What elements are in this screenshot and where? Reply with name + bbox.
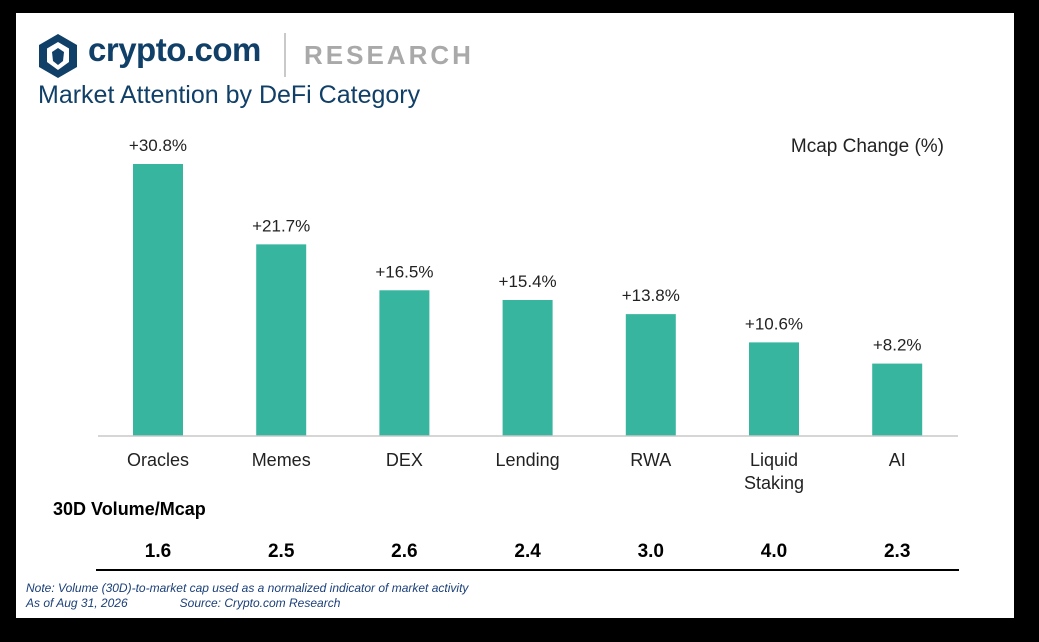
data-label: +30.8% [129, 136, 187, 155]
data-label: +16.5% [375, 262, 433, 281]
bar [872, 363, 923, 436]
footnote-source: Source: Crypto.com Research [179, 596, 341, 610]
header-divider [284, 33, 286, 77]
volume-value: 3.0 [637, 541, 664, 562]
bar-chart: +30.8% Oracles +21.7% Memes +16.5% DEX +15.4% L… [98, 136, 958, 493]
category-label: AI [889, 450, 906, 470]
bar [502, 300, 553, 436]
category-label: Memes [252, 450, 311, 470]
volume-table-row: 1.6 2.5 2.6 2.4 3.0 4.0 2.3 [96, 537, 959, 571]
section-label: RESEARCH [304, 40, 474, 70]
bar [133, 164, 183, 436]
footnote-as-of: As of Aug 31, 2026 [26, 596, 128, 610]
series-label: Mcap Change (%) [790, 136, 944, 157]
crypto-com-lion-shield-icon [39, 34, 77, 78]
category-label: DEX [386, 450, 423, 470]
data-label: +8.2% [873, 336, 922, 355]
data-label: +21.7% [252, 216, 310, 235]
brand-name: crypto.com [88, 31, 261, 68]
volume-value: 1.6 [144, 541, 172, 562]
bar [256, 244, 307, 436]
report-card: crypto.com RESEARCH Market Attention by … [16, 13, 1014, 618]
page-title: Market Attention by DeFi Category [38, 81, 421, 109]
category-label: RWA [630, 450, 671, 470]
volume-value: 2.4 [514, 541, 541, 562]
footnote-note: Note: Volume (30D)-to-market cap used as… [26, 581, 469, 595]
volume-value: 2.3 [883, 541, 911, 562]
category-label: Lending [496, 450, 560, 470]
volume-value: 4.0 [760, 541, 788, 562]
bar [625, 314, 676, 436]
footnote: Note: Volume (30D)-to-market cap used as… [26, 581, 468, 611]
bar [379, 290, 430, 436]
data-label: +10.6% [745, 314, 803, 333]
volume-value: 2.5 [267, 541, 295, 562]
data-label: +15.4% [499, 272, 557, 291]
volume-table-title: 30D Volume/Mcap [53, 499, 206, 519]
category-label: Liquid Staking [744, 450, 804, 493]
volume-value: 2.6 [391, 541, 418, 562]
bar [749, 342, 799, 436]
data-label: +13.8% [622, 286, 680, 305]
category-label: Oracles [127, 450, 189, 470]
